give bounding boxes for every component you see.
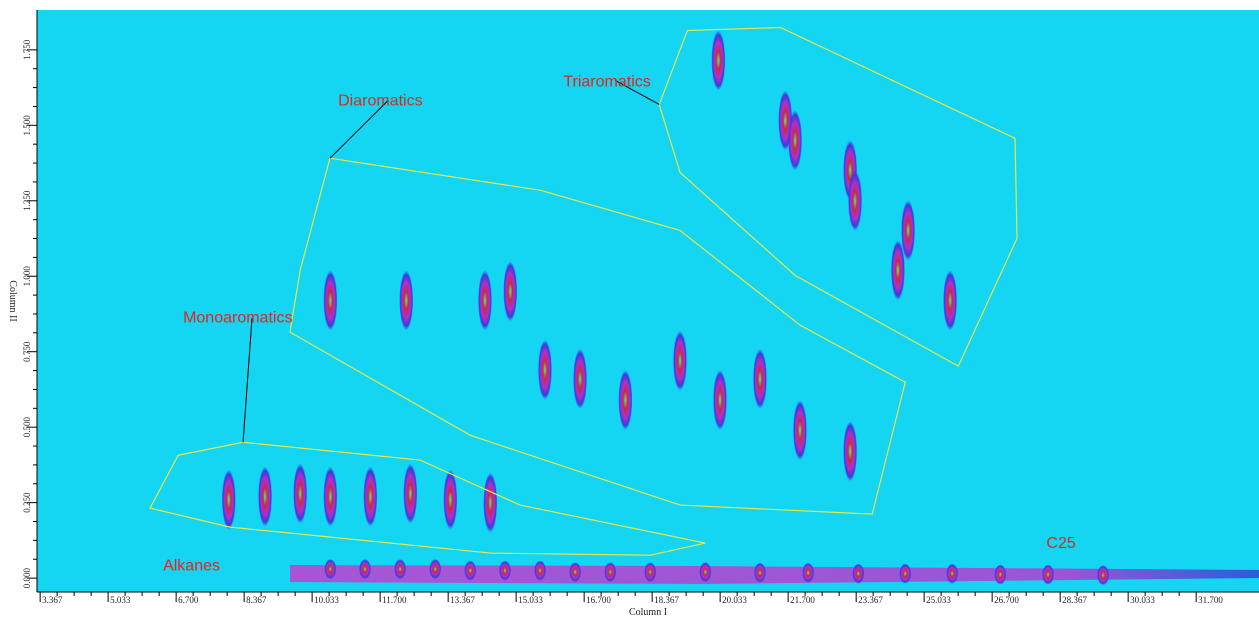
x-tick-label: 11.700 [382, 595, 407, 605]
region-label: Diaromatics [338, 93, 422, 110]
x-tick-label: 21.700 [790, 595, 815, 605]
peak [848, 171, 862, 231]
y-tick-label: 1.000 [22, 266, 32, 287]
x-tick-label: 31.700 [1198, 595, 1223, 605]
peak [943, 270, 957, 330]
peak [1042, 564, 1054, 584]
chart: Column I Column II 3.367 5.033 6.700 8.367 1… [0, 0, 1259, 619]
peak [843, 421, 857, 481]
peak [644, 562, 656, 582]
peak [538, 340, 552, 400]
x-tick-label: 26.700 [994, 595, 1019, 605]
peak [793, 400, 807, 460]
y-tick-label: 1.500 [22, 115, 32, 136]
peak [503, 261, 517, 321]
y-tick-label: 0.500 [22, 417, 32, 438]
peak [478, 270, 492, 330]
peak [499, 561, 511, 581]
x-tick-label: 28.367 [1062, 595, 1087, 605]
peak [618, 370, 632, 430]
y-axis-label: Column II [7, 280, 18, 321]
peak [464, 561, 476, 581]
y-tick-label: 1.250 [22, 190, 32, 211]
peak [699, 562, 711, 582]
peak [891, 240, 905, 300]
x-tick-label: 18.367 [654, 595, 679, 605]
region-label: Triaromatics [563, 74, 650, 91]
peak [399, 270, 413, 330]
peak [946, 564, 958, 584]
x-axis-label: Column I [629, 607, 667, 618]
peak [324, 559, 336, 579]
peak [852, 564, 864, 584]
peak [711, 30, 725, 90]
peak [258, 467, 272, 527]
x-tick-label: 25.033 [926, 595, 951, 605]
x-tick-label: 23.367 [858, 595, 883, 605]
peak [429, 559, 441, 579]
peak [802, 563, 814, 583]
x-tick-label: 20.033 [722, 595, 747, 605]
x-tick-label: 15.033 [518, 595, 543, 605]
peak [359, 559, 371, 579]
x-tick-label: 8.367 [246, 595, 267, 605]
annotation: C25 [1046, 535, 1075, 552]
peak [899, 564, 911, 584]
y-tick-label: 0.250 [22, 492, 32, 513]
peak [403, 464, 417, 524]
peak [1097, 565, 1109, 585]
peak [443, 470, 457, 530]
peak [604, 562, 616, 582]
plot-area [37, 10, 1259, 592]
peak [994, 564, 1006, 584]
annotation: Alkanes [163, 557, 220, 574]
peak [753, 349, 767, 409]
x-tick-label: 6.700 [178, 595, 199, 605]
y-tick-label: 0.000 [22, 567, 32, 588]
x-tick-label: 5.033 [110, 595, 131, 605]
x-tick-label: 16.700 [586, 595, 611, 605]
y-tick-label: 0.750 [22, 341, 32, 362]
peak [573, 349, 587, 409]
peak [323, 467, 337, 527]
x-tick-label: 3.367 [42, 595, 63, 605]
peak [754, 563, 766, 583]
x-tick-label: 30.033 [1130, 595, 1155, 605]
peak [569, 562, 581, 582]
peak [394, 559, 406, 579]
peak [713, 370, 727, 430]
x-tick-label: 10.033 [314, 595, 339, 605]
peak [534, 561, 546, 581]
peak [363, 467, 377, 527]
y-tick-label: 1.750 [22, 39, 32, 60]
peak [222, 470, 236, 530]
peak [323, 270, 337, 330]
peak [673, 331, 687, 391]
x-tick-label: 13.367 [450, 595, 475, 605]
peak [483, 473, 497, 533]
peak [293, 464, 307, 524]
peak [788, 110, 802, 170]
region-label: Monoaromatics [183, 309, 292, 326]
